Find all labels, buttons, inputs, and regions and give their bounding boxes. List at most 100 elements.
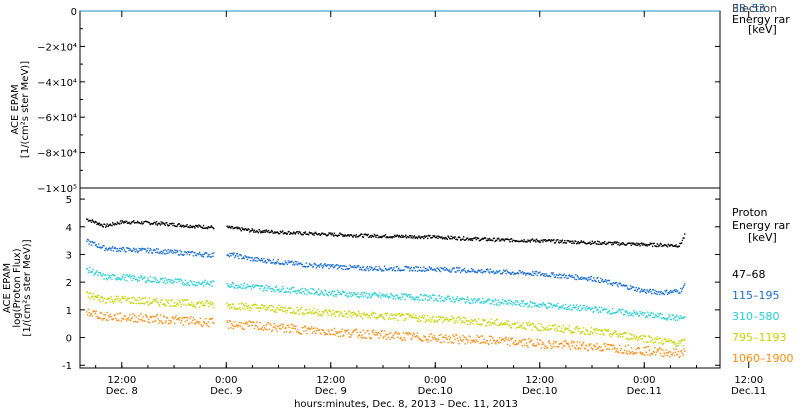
data-point bbox=[494, 341, 496, 343]
data-point bbox=[612, 344, 615, 346]
data-point bbox=[670, 244, 673, 246]
data-point bbox=[615, 241, 617, 243]
data-point bbox=[235, 226, 238, 228]
data-point bbox=[449, 318, 452, 321]
data-point bbox=[405, 237, 408, 239]
data-point bbox=[601, 278, 604, 281]
data-point bbox=[390, 331, 392, 334]
data-point bbox=[453, 301, 455, 303]
data-point bbox=[354, 329, 356, 331]
data-point bbox=[191, 226, 194, 229]
data-point bbox=[538, 322, 540, 325]
data-point bbox=[443, 300, 445, 302]
data-point bbox=[398, 269, 401, 271]
data-point bbox=[445, 237, 448, 240]
data-point bbox=[637, 339, 639, 342]
data-point bbox=[201, 226, 203, 228]
data-point bbox=[481, 298, 484, 300]
data-point bbox=[429, 295, 431, 297]
data-point bbox=[438, 295, 441, 297]
data-point bbox=[116, 248, 119, 250]
data-point bbox=[637, 312, 639, 315]
data-point bbox=[313, 263, 315, 265]
data-point bbox=[349, 314, 351, 317]
data-point bbox=[198, 253, 200, 255]
data-point bbox=[133, 247, 135, 249]
data-point bbox=[669, 245, 671, 247]
data-point bbox=[93, 310, 96, 313]
data-point bbox=[630, 244, 633, 247]
data-point bbox=[130, 223, 132, 225]
data-point bbox=[386, 269, 388, 271]
data-point bbox=[195, 282, 198, 284]
data-point bbox=[506, 343, 509, 346]
data-point bbox=[108, 247, 110, 250]
data-point bbox=[485, 271, 487, 273]
data-point bbox=[456, 317, 458, 320]
data-point bbox=[535, 327, 538, 329]
data-point bbox=[571, 274, 573, 277]
data-point bbox=[249, 320, 252, 323]
data-point bbox=[97, 294, 100, 296]
data-point bbox=[511, 240, 513, 243]
data-point bbox=[277, 259, 279, 261]
data-point bbox=[495, 239, 497, 242]
data-point bbox=[142, 316, 144, 318]
data-point bbox=[140, 313, 142, 315]
data-point bbox=[187, 250, 189, 253]
data-point bbox=[440, 237, 442, 239]
data-point bbox=[177, 223, 180, 225]
data-point bbox=[177, 250, 179, 252]
data-point bbox=[451, 300, 453, 302]
data-point bbox=[467, 269, 470, 272]
data-point bbox=[340, 292, 342, 295]
data-point bbox=[465, 238, 467, 241]
data-point bbox=[293, 262, 295, 264]
data-point bbox=[539, 339, 542, 341]
data-point bbox=[445, 267, 448, 270]
data-point bbox=[499, 323, 502, 325]
data-point bbox=[552, 239, 554, 242]
data-point bbox=[601, 280, 603, 282]
data-point bbox=[419, 237, 422, 240]
data-point bbox=[86, 267, 88, 270]
data-point bbox=[184, 283, 186, 285]
data-point bbox=[680, 287, 682, 290]
data-point bbox=[273, 310, 275, 313]
data-point bbox=[148, 221, 150, 224]
data-point bbox=[623, 243, 626, 246]
data-point bbox=[492, 270, 495, 272]
data-point bbox=[135, 302, 137, 305]
data-point bbox=[672, 314, 674, 316]
data-point bbox=[534, 302, 536, 304]
data-point bbox=[513, 239, 515, 242]
data-point bbox=[643, 244, 645, 246]
data-point bbox=[509, 299, 511, 301]
data-point bbox=[132, 274, 134, 277]
data-point bbox=[469, 238, 471, 240]
data-point bbox=[260, 328, 262, 330]
data-point bbox=[144, 297, 147, 299]
data-point bbox=[172, 316, 174, 318]
data-point bbox=[138, 315, 140, 317]
data-point bbox=[514, 343, 516, 346]
data-point bbox=[190, 226, 192, 229]
data-point bbox=[119, 247, 121, 250]
data-point bbox=[300, 332, 303, 335]
data-point bbox=[593, 330, 596, 332]
data-point bbox=[379, 236, 381, 238]
data-point bbox=[380, 315, 382, 317]
data-point bbox=[659, 293, 661, 296]
data-point bbox=[327, 295, 329, 297]
data-point bbox=[442, 267, 445, 270]
data-point bbox=[187, 226, 189, 228]
data-point bbox=[484, 319, 486, 321]
data-point bbox=[532, 322, 534, 324]
data-point bbox=[509, 241, 511, 243]
data-point bbox=[459, 338, 462, 340]
data-point bbox=[532, 238, 534, 240]
data-point bbox=[529, 241, 532, 243]
data-point bbox=[195, 285, 197, 287]
data-point bbox=[383, 270, 385, 272]
data-point bbox=[242, 303, 245, 306]
